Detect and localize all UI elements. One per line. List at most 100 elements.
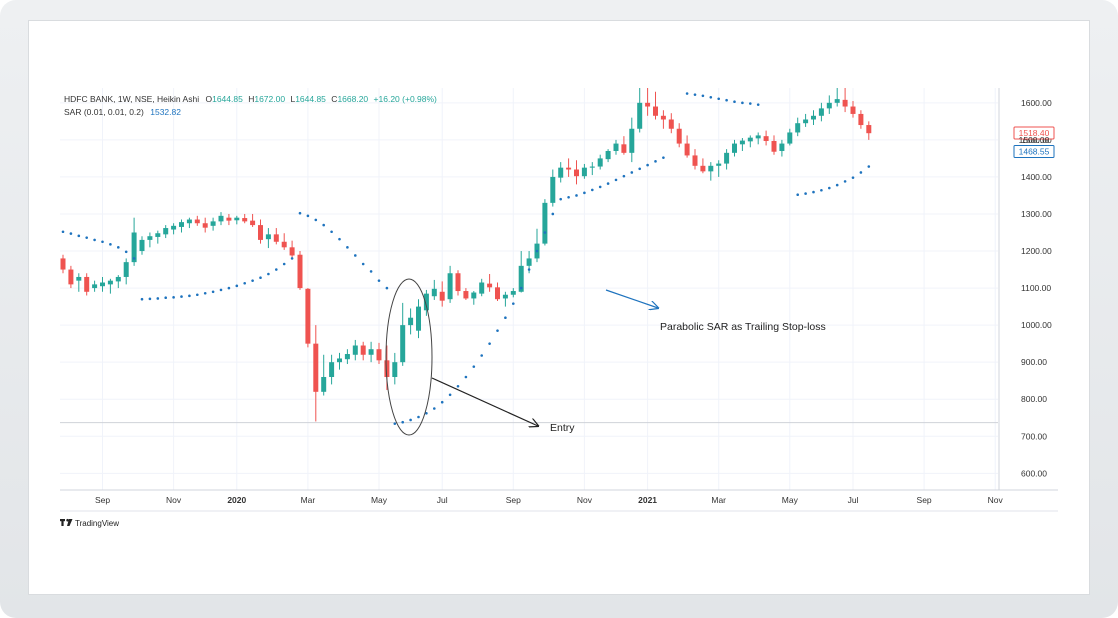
candle-body [439,291,445,301]
x-tick-label: Nov [577,495,593,505]
candle-body [60,258,66,270]
sar-point [251,279,254,282]
sar-point [835,183,839,187]
sar-point [440,400,444,404]
price-label: 1518.40 [1013,126,1055,140]
x-tick-label: Mar [301,495,316,505]
price-label: 1500.00 [1019,135,1050,145]
candle-body [779,143,785,151]
candle [850,100,856,118]
sar-point [859,171,863,174]
candle [155,230,161,244]
candle [479,278,485,297]
sar-point [338,237,341,241]
candle-body [676,128,682,144]
candles [60,88,872,422]
candle [179,219,184,233]
sar-point [717,97,720,101]
candle-body [123,262,129,277]
sar-point [812,190,815,194]
candle-body [771,140,777,152]
candle [842,88,848,113]
candle-body [795,123,801,133]
candle [739,138,745,151]
sar-point [638,167,641,171]
sar-point [598,185,602,189]
candle [542,199,548,246]
candle [297,251,303,290]
candle-body [139,239,145,252]
candle [629,117,635,163]
sar-point [701,94,705,98]
tradingview-logo-icon [60,518,73,526]
candle [273,228,279,245]
candle [518,251,524,293]
candle-body [724,152,730,164]
candle-body [400,325,406,363]
candle-body [597,158,603,167]
candle-body [850,106,856,114]
candle-body [76,276,82,281]
legend-o-label: O [205,94,212,104]
candle [747,135,753,148]
sar-point [425,412,428,415]
candle [803,113,809,127]
candle [621,136,627,155]
sar-point [488,342,491,345]
candle-body [842,99,848,107]
candle [313,325,319,422]
candle-body [747,137,753,142]
sar-point [559,197,562,201]
sar-point [164,296,167,300]
sar-point [156,297,160,300]
candle [716,160,722,177]
sar-point [749,102,752,105]
candle-body [234,217,240,221]
sar-point [401,420,405,424]
sar-point [227,286,231,290]
candle-body [621,144,627,153]
sar-point [543,231,547,234]
candle [653,91,658,120]
sar-point [622,174,626,178]
tradingview-logo-text: TradingView [75,519,119,528]
price-chart[interactable]: 600.00 700.00 800.00 900.00 1000.00 1100.00 12… [28,20,1090,595]
sar-point [77,234,81,238]
candle-body [605,150,611,160]
candle [202,217,208,233]
candle [692,149,698,170]
candle [376,342,382,365]
candle [566,158,572,177]
candle [613,139,619,155]
candle-body [218,215,224,222]
sar-point [298,211,302,215]
sar-point [851,176,855,179]
sar-point [733,100,736,104]
sar-point [354,254,357,257]
sar-point [519,286,523,290]
sar-point [361,262,365,266]
candle [344,349,350,365]
candle-body [834,99,840,103]
candle-body [226,217,232,221]
candle [645,88,651,116]
candle-body [550,176,556,203]
legend-c-value: 1668.20 [337,94,368,104]
sar-point [69,232,73,235]
entry-note: Entry [550,422,575,434]
sar-point [314,218,318,222]
candle-body [684,143,690,156]
candle [163,225,169,239]
candle [668,113,674,134]
sar-point [93,238,96,242]
sar-point [433,407,436,410]
sar-point [756,103,760,106]
legend-sar-label: SAR (0.01, 0.01, 0.2) [64,107,144,117]
sar-point [693,93,697,96]
sar-point [409,418,412,422]
candle [92,280,98,292]
candle-body [463,291,469,299]
price-label-box [1013,145,1055,159]
sar-point [377,279,381,282]
sar-point [496,329,499,332]
